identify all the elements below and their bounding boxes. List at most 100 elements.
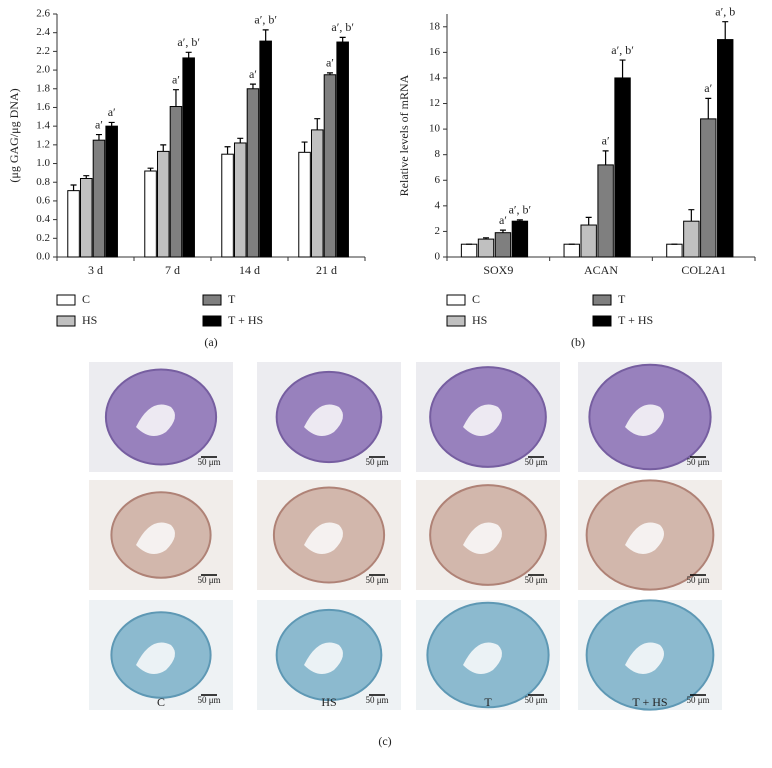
error-bar xyxy=(237,137,244,143)
y-tick-label: 2.6 xyxy=(36,8,50,20)
spheroid-cavity xyxy=(136,522,175,554)
scale-bar-label: 50 μm xyxy=(365,457,388,467)
y-tick-label: 16 xyxy=(429,46,441,58)
error-bar xyxy=(326,72,333,75)
error-bar xyxy=(585,216,592,226)
bar xyxy=(717,39,734,258)
error-bar xyxy=(619,59,626,78)
significance-label: a′, b xyxy=(715,4,735,18)
error-bar xyxy=(722,21,729,40)
y-tick-label: 2.2 xyxy=(36,45,50,57)
error-bar xyxy=(688,209,695,222)
legend-swatch xyxy=(202,315,222,327)
legend-swatch xyxy=(446,294,466,306)
significance-label: a′ xyxy=(326,56,334,70)
panel-label: (a) xyxy=(204,335,217,349)
bar xyxy=(460,243,478,258)
spheroid-cavity xyxy=(136,404,175,436)
spheroid-cavity xyxy=(463,522,502,554)
y-tick-label: 0.0 xyxy=(36,251,50,263)
significance-label: a′ xyxy=(249,67,257,81)
spheroid-cavity xyxy=(304,642,343,674)
error-bar xyxy=(249,83,256,89)
significance-label: a′ xyxy=(95,117,103,131)
bar xyxy=(494,232,512,258)
scale-bar-label: 50 μm xyxy=(524,575,547,585)
error-bar xyxy=(499,229,506,233)
panel-label: (b) xyxy=(571,335,585,349)
scale-bar-label: 50 μm xyxy=(524,695,547,705)
spheroid-cavity xyxy=(304,404,343,436)
y-tick-label: 10 xyxy=(429,123,441,135)
bar xyxy=(233,142,247,258)
bar xyxy=(477,238,495,258)
y-tick-label: 0.8 xyxy=(36,176,50,188)
error-bar xyxy=(301,141,308,153)
bar xyxy=(144,170,157,258)
spheroid-cavity xyxy=(463,642,502,674)
y-tick-label: 0 xyxy=(435,251,441,263)
legend-label: T + HS xyxy=(618,313,653,327)
y-tick-label: 8 xyxy=(435,148,441,160)
bar xyxy=(683,220,700,258)
legend-label: HS xyxy=(82,313,97,327)
bar xyxy=(182,57,195,258)
bar xyxy=(169,106,183,258)
scale-bar-label: 50 μm xyxy=(686,457,709,467)
scale-bar-label: 50 μm xyxy=(197,695,220,705)
y-tick-label: 1.4 xyxy=(36,120,50,132)
error-bar xyxy=(185,51,192,58)
error-bar xyxy=(224,146,231,155)
significance-label: a′, b′ xyxy=(509,203,532,217)
significance-label: a′, b′ xyxy=(611,43,634,57)
y-tick-label: 1.8 xyxy=(36,82,50,94)
error-bar xyxy=(160,144,167,152)
spheroid-cavity xyxy=(136,642,175,674)
bar xyxy=(597,164,614,258)
bar xyxy=(700,118,717,258)
spheroid-cavity xyxy=(625,404,664,436)
bar xyxy=(614,77,631,258)
bar xyxy=(156,150,170,258)
legend-label: T xyxy=(228,292,236,306)
x-tick-label: ACAN xyxy=(584,263,618,277)
bar xyxy=(92,139,106,258)
significance-label: a′ xyxy=(602,134,610,148)
bar xyxy=(67,190,80,258)
bar xyxy=(511,220,529,258)
y-tick-label: 1.0 xyxy=(36,157,50,169)
error-bar xyxy=(70,184,77,191)
y-axis-label: Relative levels of mRNA xyxy=(397,74,411,196)
significance-label: a′, b′ xyxy=(254,13,277,27)
scale-bar-label: 50 μm xyxy=(524,457,547,467)
y-tick-label: 1.2 xyxy=(36,138,50,150)
bar xyxy=(298,151,311,258)
bar xyxy=(580,224,597,258)
bar xyxy=(105,125,118,258)
y-tick-label: 6 xyxy=(435,174,441,186)
bar xyxy=(246,88,260,258)
bar xyxy=(221,153,234,258)
y-tick-label: 12 xyxy=(429,97,440,109)
scale-bar-label: 50 μm xyxy=(365,695,388,705)
y-tick-label: 0.6 xyxy=(36,194,50,206)
column-label: T + HS xyxy=(632,695,667,709)
significance-label: a′ xyxy=(172,72,180,86)
bar xyxy=(259,40,272,258)
y-tick-label: 14 xyxy=(429,71,441,83)
y-tick-label: 2.0 xyxy=(36,64,50,76)
spheroid-cavity xyxy=(304,522,343,554)
legend-label: C xyxy=(82,292,90,306)
error-bar xyxy=(262,29,269,42)
bar xyxy=(310,129,324,258)
error-bar xyxy=(83,175,90,179)
column-label: HS xyxy=(321,695,336,709)
legend-label: HS xyxy=(472,313,487,327)
legend-swatch xyxy=(202,294,222,306)
error-bar xyxy=(314,118,321,130)
significance-label: a′ xyxy=(499,213,507,227)
x-tick-label: COL2A1 xyxy=(681,263,726,277)
spheroid-cavity xyxy=(625,522,664,554)
legend-swatch xyxy=(592,294,612,306)
